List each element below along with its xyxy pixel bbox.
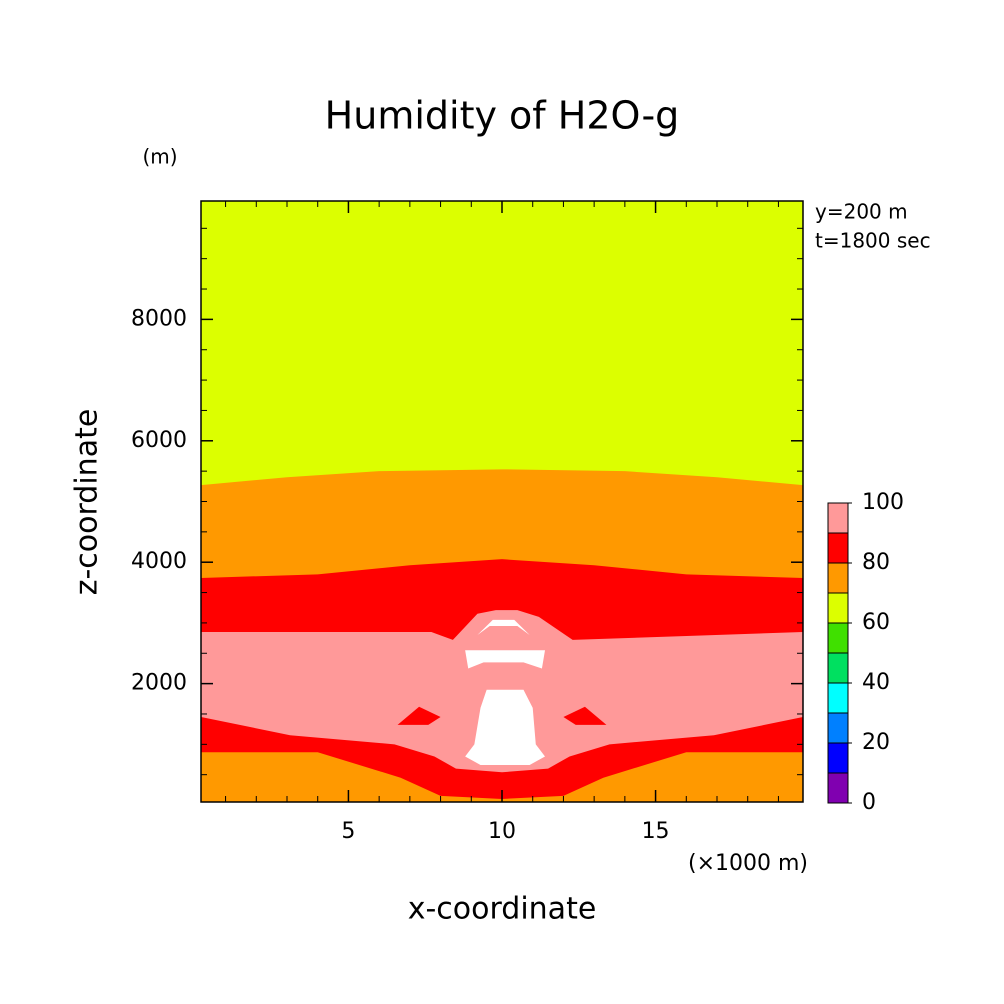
colorbar-cell: [827, 742, 849, 774]
contour-region: [563, 706, 607, 725]
contour-region: [397, 706, 441, 725]
y-tick-label: 4000: [131, 549, 187, 574]
colorbar-label: 40: [862, 670, 890, 695]
x-unit: (×1000 m): [688, 851, 808, 876]
colorbar-cell: [827, 652, 849, 684]
annotation: t=1800 sec: [815, 229, 931, 253]
x-axis-label: x-coordinate: [408, 892, 597, 927]
colorbar-label: 100: [862, 490, 904, 515]
colorbar-label: 80: [862, 550, 890, 575]
contour-region: [465, 650, 545, 669]
colorbar-label: 0: [862, 790, 876, 815]
y-tick-label: 6000: [131, 428, 187, 453]
x-tick-label: 10: [488, 819, 516, 844]
chart-title: Humidity of H2O-g: [325, 94, 680, 138]
colorbar-label: 60: [862, 610, 890, 635]
contour-region: [465, 689, 545, 765]
colorbar-cell: [827, 682, 849, 714]
colorbar-label: 20: [862, 730, 890, 755]
colorbar-cell: [827, 532, 849, 564]
colorbar-cell: [827, 592, 849, 624]
x-tick-label: 5: [341, 819, 355, 844]
y-unit: (m): [142, 145, 177, 169]
colorbar-cell: [827, 562, 849, 594]
contour-region: [477, 619, 530, 636]
x-tick-label: 15: [642, 819, 670, 844]
colorbar-cell: [827, 712, 849, 744]
annotation: y=200 m: [815, 200, 908, 224]
y-axis-label: z-coordinate: [70, 409, 105, 596]
colorbar-cell: [827, 502, 849, 534]
y-tick-label: 8000: [131, 306, 187, 331]
y-tick-label: 2000: [131, 671, 187, 696]
colorbar-cell: [827, 772, 849, 804]
colorbar-cell: [827, 622, 849, 654]
